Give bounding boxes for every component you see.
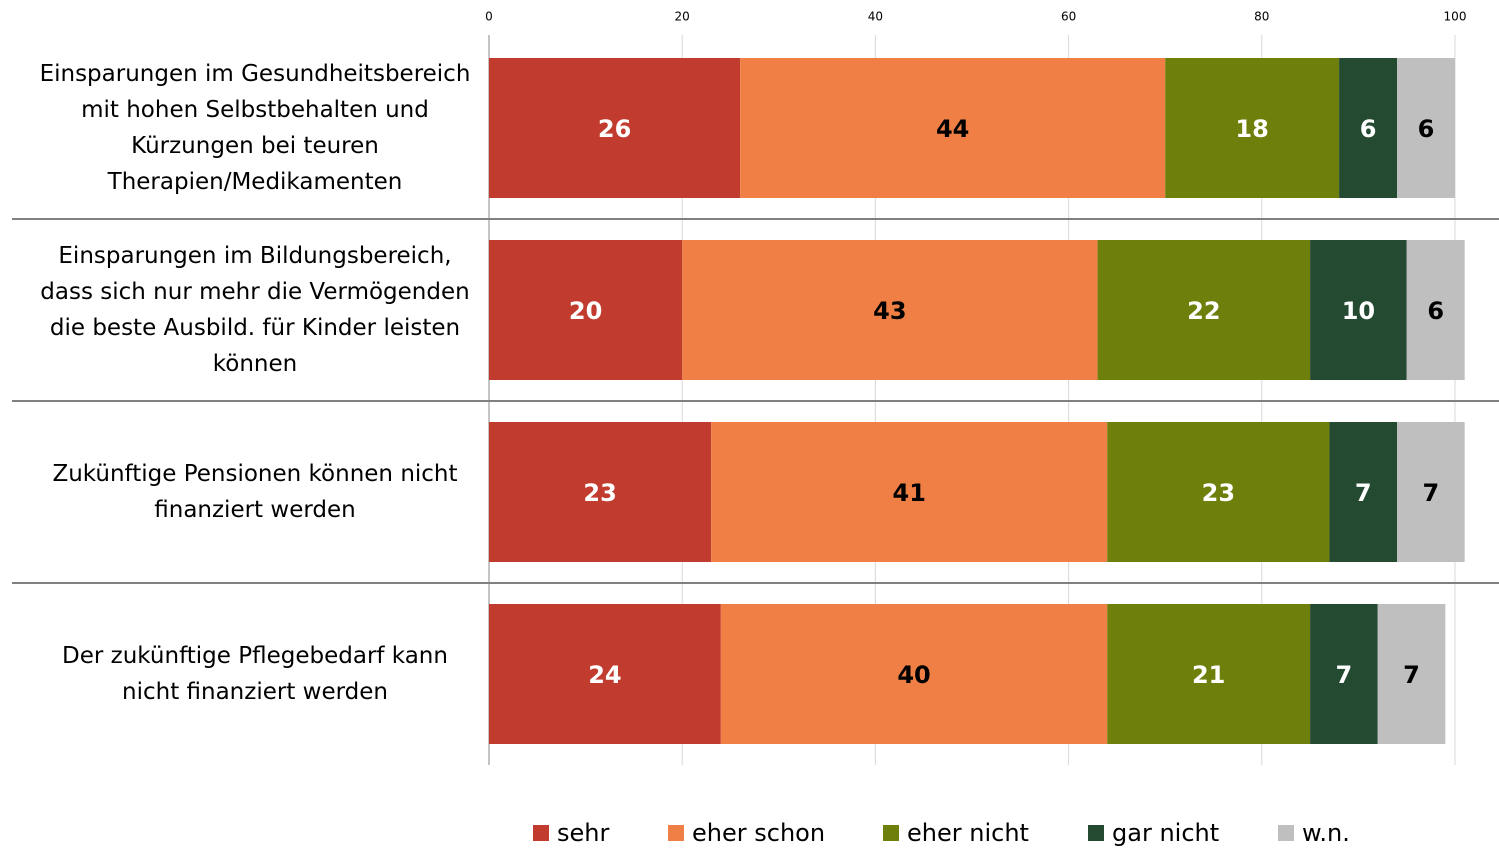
legend-swatch — [1088, 825, 1104, 841]
bar-segment — [1310, 240, 1407, 380]
legend-swatch — [668, 825, 684, 841]
legend-label: eher nicht — [907, 819, 1029, 847]
x-tick-label: 80 — [1254, 10, 1269, 24]
bar-segment — [1097, 240, 1311, 380]
value-label: 41 — [893, 479, 926, 507]
value-label: 7 — [1336, 661, 1353, 689]
bar-segment — [682, 240, 1098, 380]
legend-label: eher schon — [692, 819, 825, 847]
legend-label: gar nicht — [1112, 819, 1219, 847]
bar-segment — [1107, 422, 1330, 562]
legend-swatch — [883, 825, 899, 841]
value-label: 21 — [1192, 661, 1225, 689]
value-label: 7 — [1355, 479, 1372, 507]
legend-label: sehr — [557, 819, 609, 847]
value-label: 23 — [583, 479, 616, 507]
legend-swatch — [1278, 825, 1294, 841]
value-label: 6 — [1360, 115, 1377, 143]
bar-segment — [1310, 604, 1378, 744]
x-tick-label: 0 — [485, 10, 493, 24]
x-tick-label: 40 — [868, 10, 883, 24]
category-label: Einsparungen im Bildungsbereich, dass si… — [40, 243, 470, 377]
category-label: Einsparungen im Gesundheitsbereich mit h… — [39, 61, 471, 195]
value-label: 20 — [569, 297, 602, 325]
legend-swatch — [533, 825, 549, 841]
value-label: 40 — [897, 661, 930, 689]
x-tick-label: 20 — [675, 10, 690, 24]
bar-segment — [489, 58, 741, 198]
bar-segment — [489, 422, 712, 562]
bar-segment — [711, 422, 1108, 562]
category-label: Zukünftige Pensionen können nicht finanz… — [52, 461, 458, 523]
value-label: 7 — [1403, 661, 1420, 689]
value-label: 6 — [1418, 115, 1435, 143]
bar-segment — [489, 604, 721, 744]
bar-segment — [1165, 58, 1340, 198]
legend-label: w.n. — [1302, 819, 1350, 847]
x-tick-label: 60 — [1061, 10, 1076, 24]
value-label: 7 — [1422, 479, 1439, 507]
value-label: 18 — [1235, 115, 1268, 143]
bar-segment — [1339, 58, 1398, 198]
value-label: 10 — [1342, 297, 1375, 325]
bar-segment — [1397, 422, 1465, 562]
value-label: 44 — [936, 115, 969, 143]
value-label: 22 — [1187, 297, 1220, 325]
bar-segment — [1377, 604, 1446, 744]
value-label: 23 — [1202, 479, 1235, 507]
bar-segment — [1329, 422, 1398, 562]
category-label: Der zukünftige Pflegebedarf kann nicht f… — [62, 643, 448, 705]
bar-segment — [1107, 604, 1311, 744]
bar-segment — [1397, 58, 1455, 198]
bar-segment — [1406, 240, 1465, 380]
value-label: 26 — [598, 115, 631, 143]
bar-segment — [720, 604, 1108, 744]
value-label: 6 — [1427, 297, 1444, 325]
value-label: 24 — [588, 661, 621, 689]
value-label: 43 — [873, 297, 906, 325]
bar-segment — [489, 240, 683, 380]
x-tick-label: 100 — [1444, 10, 1467, 24]
bar-segment — [740, 58, 1166, 198]
